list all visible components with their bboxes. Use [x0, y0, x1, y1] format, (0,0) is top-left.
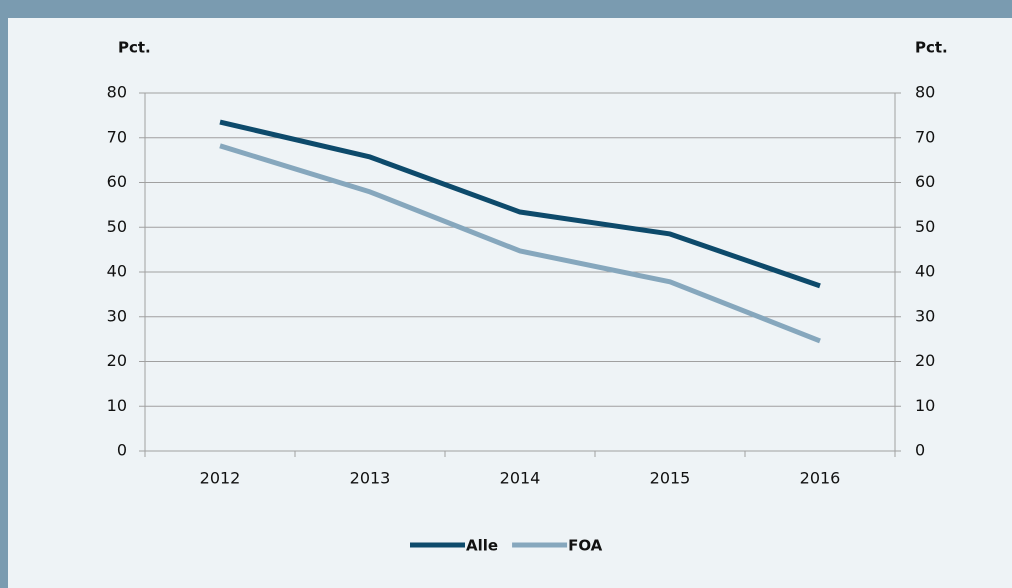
- y-tick-label: 0: [117, 441, 127, 460]
- y2-axis-label: Pct.: [915, 39, 948, 57]
- y2-tick-label: 40: [915, 262, 935, 281]
- x-tick-label: 2015: [650, 469, 691, 488]
- y2-tick-label: 20: [915, 351, 935, 370]
- y-axis-label: Pct.: [118, 39, 151, 57]
- x-tick-label: 2014: [500, 469, 541, 488]
- y2-tick-label: 60: [915, 172, 935, 191]
- y2-tick-label: 10: [915, 396, 935, 415]
- line-series: [219, 143, 821, 344]
- y-tick-label: 80: [107, 83, 127, 102]
- y-tick-label: 50: [107, 217, 127, 236]
- title-band: [0, 0, 1012, 18]
- left-border: [0, 0, 8, 588]
- y-tick-label: 70: [107, 127, 127, 146]
- y-tick-label: 10: [107, 396, 127, 415]
- y2-tick-label: 80: [915, 83, 935, 102]
- y2-tick-label: 50: [915, 217, 935, 236]
- legend-label: FOA: [568, 537, 603, 555]
- legend-label: Alle: [466, 537, 498, 555]
- y-tick-label: 40: [107, 262, 127, 281]
- y-tick-label: 20: [107, 351, 127, 370]
- y-tick-label: 60: [107, 172, 127, 191]
- y2-tick-label: 0: [915, 441, 925, 460]
- y-tick-label: 30: [107, 306, 127, 325]
- y2-tick-label: 30: [915, 306, 935, 325]
- y2-tick-label: 70: [915, 127, 935, 146]
- x-tick-label: 2012: [200, 469, 241, 488]
- x-tick-label: 2016: [800, 469, 841, 488]
- x-tick-label: 2013: [350, 469, 391, 488]
- line-series: [219, 119, 821, 289]
